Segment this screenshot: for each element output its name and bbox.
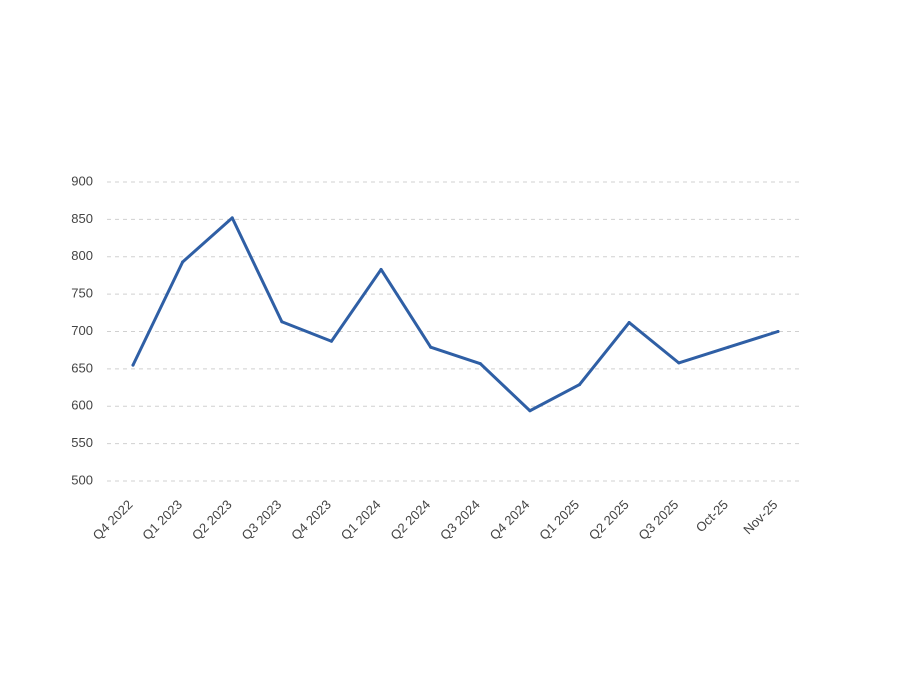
y-tick-label: 600 [71,398,93,413]
data-point [329,339,333,343]
x-tick-label: Q4 2022 [90,497,136,543]
series-line [131,216,780,413]
y-tick-label: 850 [71,211,93,226]
x-axis: Q4 2022 Q1 2023 Q2 2023 Q3 2023 Q4 2023 Q1 20… [90,497,781,543]
x-tick-label: Nov-25 [740,497,780,537]
y-tick-label: 900 [71,173,93,188]
y-tick-label: 750 [71,286,93,301]
data-point [726,345,730,349]
y-tick-label: 550 [71,435,93,450]
y-tick-label: 700 [71,323,93,338]
x-tick-label: Q1 2023 [139,497,185,543]
data-point [379,267,383,271]
data-point [230,216,234,220]
x-tick-label: Q3 2025 [635,497,681,543]
data-point [677,361,681,365]
data-point [578,383,582,387]
x-tick-label: Q4 2023 [288,497,334,543]
data-point [280,320,284,324]
x-tick-label: Oct-25 [693,497,731,535]
x-tick-label: Q2 2025 [586,497,632,543]
y-axis: 900 850 800 750 700 650 600 550 500 [71,173,93,487]
y-tick-label: 800 [71,248,93,263]
x-tick-label: Q4 2024 [487,497,533,543]
x-tick-label: Q1 2025 [536,497,582,543]
data-point [131,363,135,367]
y-tick-label: 650 [71,360,93,375]
grid-layer [107,181,803,482]
data-point [429,345,433,349]
x-tick-label: Q3 2023 [239,497,285,543]
y-tick-label: 500 [71,472,93,487]
data-point [776,330,780,333]
x-tick-label: Q3 2024 [437,497,483,543]
data-point [181,260,185,264]
data-point [627,321,631,325]
data-point [478,362,482,366]
data-point [528,409,532,413]
x-tick-label: Q2 2024 [387,497,433,543]
x-tick-label: Q2 2023 [189,497,235,543]
x-tick-label: Q1 2024 [338,497,384,543]
series-layer [131,216,780,413]
